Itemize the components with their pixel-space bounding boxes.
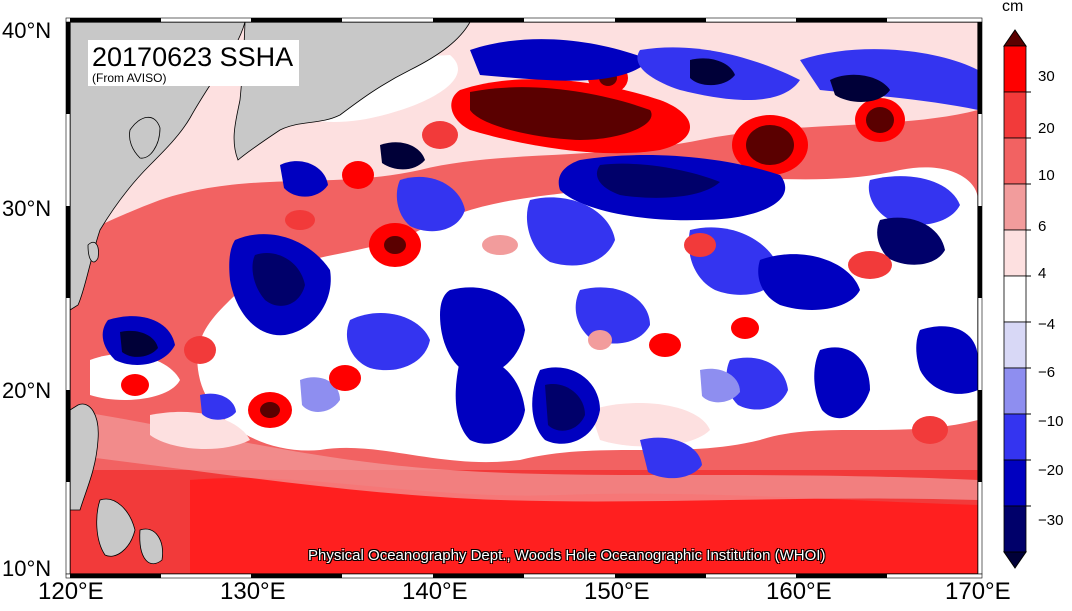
ssha-field — [70, 22, 978, 574]
colorbar-tick-30: 30 — [1038, 68, 1055, 85]
colorbar-swatch — [1003, 275, 1027, 323]
lon-label-150e: 150°E — [584, 578, 650, 605]
colorbar-swatch — [1003, 45, 1027, 93]
frame-ticks — [65, 17, 983, 579]
colorbar-swatch — [1003, 229, 1027, 277]
lon-label-170e: 170°E — [945, 578, 1011, 605]
colorbar-tick-neg4: −4 — [1038, 316, 1056, 333]
colorbar-tick-10: 10 — [1038, 167, 1055, 184]
colorbar-tick-6: 6 — [1038, 218, 1047, 235]
lat-label-30n: 30°N — [2, 196, 52, 221]
lon-label-140e: 140°E — [402, 578, 468, 605]
credit-text: Physical Oceanography Dept., Woods Hole … — [308, 547, 826, 564]
colorbar — [1003, 29, 1031, 569]
colorbar-tick-neg20: −20 — [1038, 462, 1064, 479]
colorbar-swatch — [1003, 321, 1027, 369]
lon-label-160e: 160°E — [766, 578, 832, 605]
colorbar-unit: cm — [1002, 0, 1024, 15]
colorbar-swatch — [1003, 183, 1027, 231]
colorbar-swatch — [1003, 505, 1027, 553]
colorbar-tick-neg30: −30 — [1038, 512, 1064, 529]
map-subtitle: (From AVISO) — [92, 71, 167, 85]
lon-label-120e: 120°E — [38, 578, 104, 605]
lon-label-130e: 130°E — [220, 578, 286, 605]
colorbar-swatch — [1003, 413, 1027, 461]
colorbar-swatch — [1003, 137, 1027, 185]
colorbar-swatch — [1003, 367, 1027, 415]
map-title: 20170623 SSHA — [92, 42, 294, 72]
colorbar-bottom-arrow — [1003, 551, 1027, 569]
colorbar-swatch — [1003, 91, 1027, 139]
lat-label-20n: 20°N — [2, 378, 52, 403]
colorbar-swatch — [1003, 459, 1027, 507]
colorbar-tick-4: 4 — [1038, 265, 1047, 282]
colorbar-top-arrow — [1003, 29, 1027, 47]
lat-label-40n: 40°N — [2, 18, 52, 43]
colorbar-tick-20: 20 — [1038, 120, 1055, 137]
colorbar-tick-neg6: −6 — [1038, 364, 1056, 381]
lat-label-10n: 10°N — [2, 556, 52, 581]
colorbar-tick-neg10: −10 — [1038, 413, 1064, 430]
title-box: 20170623 SSHA (From AVISO) — [88, 40, 300, 86]
